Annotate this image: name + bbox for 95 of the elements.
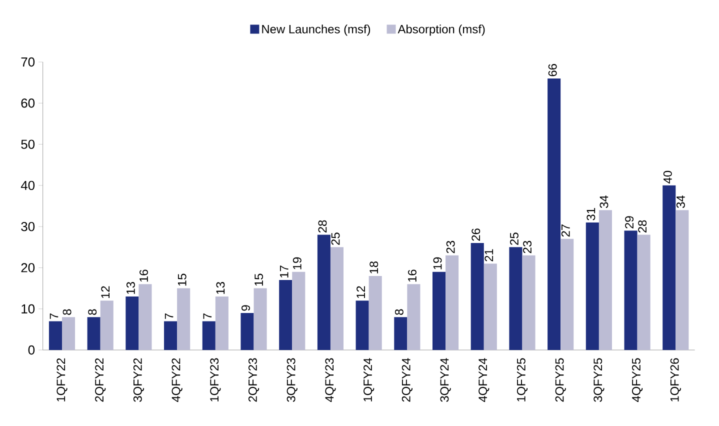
x-tick-label: 2QFY22: [95, 358, 106, 402]
data-label: 66: [548, 64, 557, 76]
bar: [164, 321, 178, 350]
bar: [240, 312, 254, 350]
data-label: 28: [638, 220, 647, 233]
bar: [62, 317, 76, 350]
y-tick-label: 10: [22, 304, 35, 314]
x-tick-label: 1QFY22: [56, 358, 68, 402]
bar: [215, 296, 228, 350]
data-label: 34: [676, 195, 685, 208]
bar: [586, 222, 599, 350]
y-tick-label: 70: [21, 57, 35, 67]
bar: [432, 272, 446, 350]
data-label: 21: [484, 249, 494, 262]
bar: [177, 288, 190, 350]
data-label: 7: [50, 313, 58, 319]
bar: [292, 272, 306, 350]
y-tick-label: 50: [21, 140, 35, 149]
bar: [598, 210, 612, 350]
bar: [368, 276, 382, 350]
bar: [126, 296, 139, 350]
bar: [330, 247, 344, 350]
data-label: 9: [242, 305, 250, 311]
bar: [100, 300, 114, 350]
data-label: 8: [394, 309, 404, 315]
data-label: 13: [126, 282, 135, 294]
y-tick-label: 0: [28, 345, 35, 355]
x-tick-label: 3QFY22: [133, 358, 144, 402]
y-tick-label: 20: [21, 263, 35, 272]
bar: [254, 288, 267, 350]
x-tick-label: 3QFY24: [440, 358, 451, 402]
data-label: 12: [101, 286, 110, 298]
bar: [394, 317, 408, 350]
data-label: 31: [586, 208, 596, 220]
bar: [624, 230, 638, 350]
data-label: 16: [140, 270, 148, 282]
data-label: 25: [331, 232, 340, 245]
data-label: 26: [472, 228, 480, 241]
x-tick-label: 3QFY23: [286, 358, 298, 402]
data-label: 15: [254, 274, 264, 286]
data-label: 34: [600, 195, 608, 208]
bar: [522, 255, 536, 350]
bar: [446, 255, 459, 350]
data-label: 19: [292, 257, 302, 270]
data-label: 15: [178, 274, 186, 286]
data-label: 23: [523, 240, 532, 254]
data-label: 16: [408, 270, 416, 282]
bar: [637, 234, 650, 350]
x-tick-label: 4QFY25: [632, 358, 643, 402]
x-tick-label: 1QFY24: [364, 358, 374, 402]
data-label: 40: [663, 170, 672, 184]
bar: [470, 243, 484, 350]
bar: [662, 185, 676, 350]
bar: [138, 284, 152, 350]
bar: [548, 78, 561, 350]
x-tick-label: 2QFY25: [555, 358, 566, 402]
bar: [484, 264, 497, 350]
x-tick-label: 1QFY25: [516, 358, 528, 402]
legend-label: Absorption (msf): [398, 24, 485, 36]
data-label: 12: [356, 286, 365, 298]
bar: [279, 280, 292, 350]
data-label: 7: [203, 313, 212, 319]
bar: [560, 238, 574, 350]
data-label: 8: [88, 309, 97, 315]
x-tick-label: 4QFY24: [478, 358, 490, 402]
data-label: 27: [561, 224, 570, 237]
x-tick-label: 4QFY22: [172, 358, 182, 402]
x-tick-label: 1QFY23: [210, 358, 221, 402]
bar: [48, 321, 62, 350]
data-label: 25: [510, 232, 518, 245]
data-label: 13: [216, 282, 225, 294]
x-tick-label: 4QFY23: [325, 358, 336, 402]
y-tick-label: 60: [21, 98, 35, 108]
bar: [202, 321, 216, 350]
data-label: 23: [446, 240, 455, 254]
x-tick-label: 1QFY26: [670, 358, 681, 402]
bar: [356, 300, 369, 350]
data-label: 8: [62, 309, 72, 315]
data-label: 7: [164, 313, 174, 319]
bar: [317, 234, 330, 350]
data-label: 18: [370, 261, 378, 274]
legend-label: New Launches (msf): [262, 24, 370, 36]
data-label: 28: [318, 220, 327, 233]
x-tick-label: 3QFY25: [594, 358, 604, 402]
data-label: 29: [625, 216, 634, 228]
bar: [87, 317, 100, 350]
bar: [407, 284, 420, 350]
x-tick-label: 2QFY24: [402, 358, 412, 402]
y-tick-label: 40: [20, 180, 35, 190]
data-label: 19: [433, 257, 442, 270]
data-label: 17: [280, 266, 288, 278]
bar: [509, 247, 522, 350]
x-tick-label: 2QFY23: [248, 358, 260, 402]
bar: [676, 210, 689, 350]
y-tick-label: 30: [21, 222, 35, 232]
